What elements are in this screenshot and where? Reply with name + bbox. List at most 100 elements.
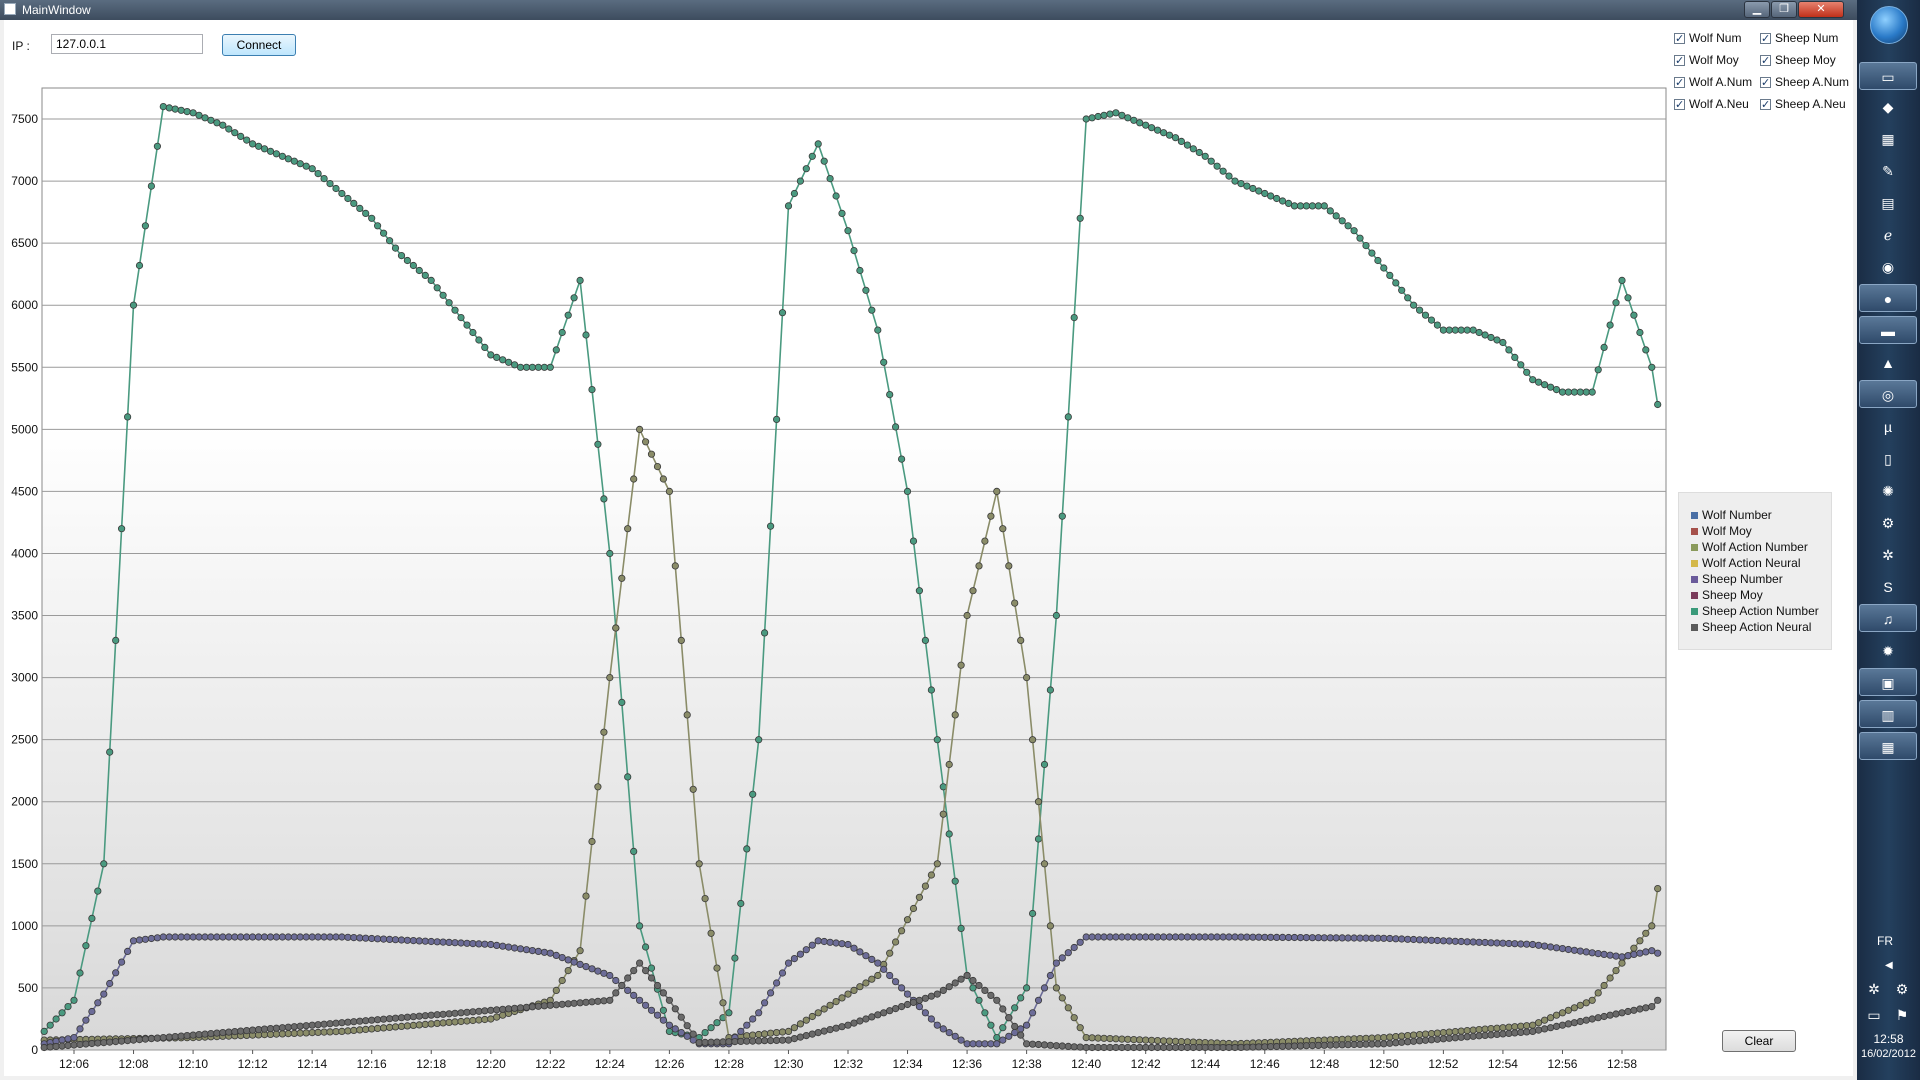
checkbox-wolf-num[interactable]: Wolf Num xyxy=(1674,30,1741,47)
checkbox-sheep-num[interactable]: Sheep Num xyxy=(1760,30,1838,47)
data-point xyxy=(356,934,364,942)
taskbar-active-item[interactable] xyxy=(1859,604,1917,632)
data-point xyxy=(433,1019,441,1028)
data-point xyxy=(1529,1021,1537,1029)
x-tick-label: 12:14 xyxy=(297,1057,327,1071)
network-tray-icon[interactable]: ✲ xyxy=(1868,981,1880,997)
data-point xyxy=(862,952,870,960)
data-point xyxy=(1142,1036,1150,1044)
grid-icon[interactable]: ▦ xyxy=(1881,131,1895,147)
steam-tray-icon[interactable]: ⚙ xyxy=(1895,981,1909,997)
start-button[interactable] xyxy=(1870,6,1908,44)
data-point xyxy=(862,286,870,294)
data-point xyxy=(1100,1034,1108,1042)
clock-time[interactable]: 12:58 xyxy=(1873,1032,1904,1046)
taskbar-active-item[interactable] xyxy=(1859,380,1917,408)
skype-icon[interactable]: S xyxy=(1883,579,1893,595)
calendar-icon[interactable]: ▦ xyxy=(1881,739,1895,755)
y-tick-label: 5000 xyxy=(11,422,38,436)
console-icon[interactable]: ▤ xyxy=(1881,195,1895,211)
checkbox-sheep-anum[interactable]: Sheep A.Num xyxy=(1760,74,1849,91)
checkbox-check-icon[interactable] xyxy=(1760,97,1771,113)
data-point xyxy=(1392,1032,1400,1041)
connect-button[interactable]: Connect xyxy=(222,34,296,56)
sync-icon[interactable]: ✹ xyxy=(1882,643,1894,659)
data-point xyxy=(868,975,876,983)
data-point xyxy=(1517,361,1525,369)
data-point xyxy=(790,954,799,963)
data-point xyxy=(1463,1026,1471,1035)
cube-icon[interactable]: ◆ xyxy=(1882,99,1894,115)
minimize-button[interactable]: ▁ xyxy=(1744,1,1770,18)
close-button[interactable]: ✕ xyxy=(1798,1,1844,18)
data-point xyxy=(880,358,888,366)
data-point xyxy=(1231,177,1239,185)
steam-icon[interactable]: ⚙ xyxy=(1881,515,1895,531)
data-point xyxy=(1338,217,1346,225)
checkbox-check-icon[interactable] xyxy=(1674,75,1685,91)
vlc-icon[interactable]: ▲ xyxy=(1881,355,1895,371)
data-point xyxy=(832,939,840,947)
window-icon[interactable]: ▭ xyxy=(1881,69,1895,85)
checkbox-check-icon[interactable] xyxy=(1674,97,1685,113)
data-point xyxy=(40,1043,48,1052)
title-bar[interactable]: MainWindow ▁ ❐ ✕ xyxy=(0,0,1857,20)
monitor-icon[interactable]: ▣ xyxy=(1881,675,1895,691)
utorrent-icon[interactable]: µ xyxy=(1883,419,1893,435)
app-icon[interactable]: ✺ xyxy=(1882,483,1894,499)
data-point xyxy=(820,1027,828,1035)
data-point xyxy=(94,887,102,895)
checkbox-check-icon[interactable] xyxy=(1674,53,1685,69)
main-window: MainWindow ▁ ❐ ✕ IP : Connect Wolf Num S… xyxy=(0,0,1857,1080)
data-point xyxy=(1410,1031,1418,1039)
data-point xyxy=(338,1019,346,1027)
data-point xyxy=(338,933,346,941)
tray-expand-icon[interactable]: ◀ xyxy=(1885,960,1893,971)
data-point xyxy=(1082,1043,1090,1052)
data-point xyxy=(903,487,912,495)
clear-button[interactable]: Clear xyxy=(1722,1030,1796,1052)
checkbox-wolf-aneu[interactable]: Wolf A.Neu xyxy=(1674,96,1749,113)
taskbar-active-item[interactable] xyxy=(1859,668,1917,696)
checkbox-check-icon[interactable] xyxy=(1760,75,1771,91)
data-point xyxy=(820,937,828,946)
data-point xyxy=(927,1015,936,1023)
note-icon[interactable]: ✎ xyxy=(1882,163,1894,179)
chrome-icon[interactable]: ◉ xyxy=(1881,259,1895,275)
network-icon[interactable]: ✲ xyxy=(1882,547,1894,563)
itunes-icon[interactable]: ♫ xyxy=(1882,611,1894,627)
data-point xyxy=(260,933,269,941)
maximize-button[interactable]: ❐ xyxy=(1771,1,1797,18)
data-point xyxy=(1588,996,1596,1004)
taskbar-active-item[interactable] xyxy=(1859,62,1917,90)
checkbox-sheep-aneu[interactable]: Sheep A.Neu xyxy=(1760,96,1846,113)
taskbar-active-item[interactable] xyxy=(1859,700,1917,728)
checkbox-sheep-moy[interactable]: Sheep Moy xyxy=(1760,52,1836,69)
data-point xyxy=(1499,1024,1507,1032)
checkbox-check-icon[interactable] xyxy=(1674,31,1685,47)
panel-icon[interactable]: ▥ xyxy=(1881,707,1895,723)
taskbar-active-item[interactable] xyxy=(1859,284,1917,312)
checkbox-check-icon[interactable] xyxy=(1760,31,1771,47)
ip-input[interactable] xyxy=(51,34,203,54)
data-point xyxy=(832,192,840,200)
display-tray-icon[interactable]: ▭ xyxy=(1867,1007,1881,1023)
data-point xyxy=(1302,933,1311,942)
checkbox-wolf-moy[interactable]: Wolf Moy xyxy=(1674,52,1739,69)
data-point xyxy=(760,1037,769,1045)
folder-icon[interactable]: ▬ xyxy=(1881,323,1895,339)
checkbox-wolf-anum[interactable]: Wolf A.Num xyxy=(1674,74,1752,91)
data-point xyxy=(897,1002,906,1011)
flag-tray-icon[interactable]: ⚑ xyxy=(1895,1007,1909,1023)
taskbar-active-item[interactable] xyxy=(1859,732,1917,760)
clock-date[interactable]: 16/02/2012 xyxy=(1860,1048,1917,1060)
ie-icon[interactable]: ℯ xyxy=(1883,227,1893,243)
checkbox-check-icon[interactable] xyxy=(1760,53,1771,69)
media-icon[interactable]: ◎ xyxy=(1881,387,1895,403)
firefox-icon[interactable]: ● xyxy=(1883,291,1893,307)
document-icon[interactable]: ▯ xyxy=(1884,451,1892,467)
taskbar-active-item[interactable] xyxy=(1859,316,1917,344)
data-point xyxy=(594,783,602,791)
language-indicator[interactable]: FR xyxy=(1877,934,1893,948)
data-point xyxy=(493,1013,501,1021)
